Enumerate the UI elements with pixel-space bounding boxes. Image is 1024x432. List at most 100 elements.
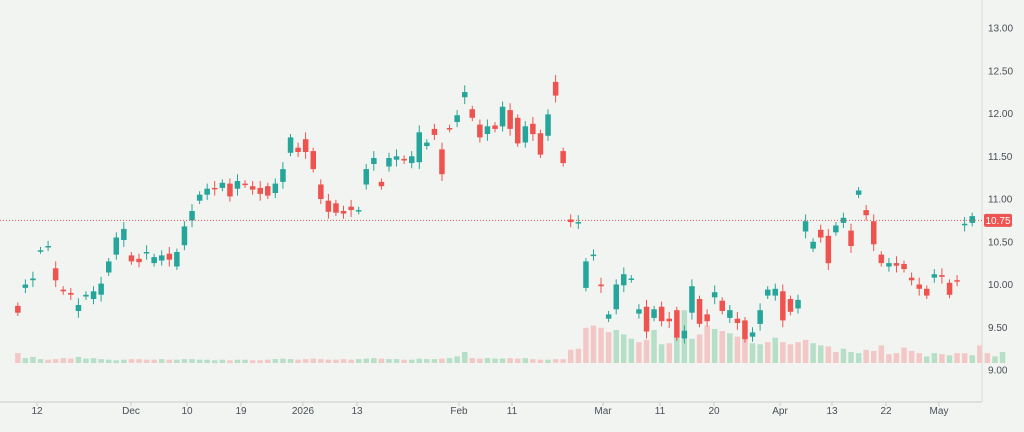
- volume-bar: [749, 343, 756, 363]
- candle-body: [522, 126, 529, 143]
- candle: [189, 204, 195, 228]
- last-price-label-bg: [984, 213, 1012, 227]
- candle: [196, 191, 203, 205]
- candle: [310, 147, 316, 173]
- volume-bar: [560, 359, 566, 363]
- volume-bar: [424, 359, 430, 363]
- volume-bar: [75, 356, 82, 363]
- candle-body: [711, 292, 718, 298]
- y-tick-label: 9.00: [988, 366, 1008, 377]
- candle-body: [52, 268, 59, 281]
- volume-bar: [302, 359, 309, 363]
- candle: [83, 291, 89, 300]
- candle: [446, 124, 453, 133]
- candle: [810, 238, 816, 252]
- volume-bar: [189, 359, 195, 363]
- y-tick-label: 11.50: [988, 152, 1013, 163]
- volume-bar: [545, 359, 551, 363]
- candle: [780, 284, 786, 328]
- volume-bar: [113, 360, 119, 364]
- volume-bar: [719, 331, 725, 363]
- candle: [848, 223, 854, 253]
- volume-bar: [409, 359, 415, 363]
- candle-body: [545, 114, 551, 136]
- volume-bar: [121, 359, 127, 363]
- candle-body: [469, 109, 475, 118]
- x-tick-label: 11: [507, 406, 518, 417]
- candle: [143, 245, 150, 260]
- candle-body: [893, 263, 900, 266]
- candle-body: [552, 81, 559, 96]
- candle: [621, 267, 627, 293]
- volume-bar: [871, 350, 877, 363]
- candle: [931, 269, 938, 283]
- volume-bar: [772, 337, 778, 363]
- candle-body: [181, 226, 188, 246]
- volume-bar: [257, 360, 263, 364]
- candle: [166, 246, 173, 267]
- candle-body: [651, 309, 657, 318]
- volume-bar: [787, 344, 794, 363]
- candle: [136, 253, 142, 268]
- candle-body: [393, 156, 400, 160]
- x-tick-label: Mar: [594, 406, 612, 417]
- candle: [181, 221, 188, 251]
- candle-body: [931, 274, 938, 278]
- volume-bar: [227, 360, 233, 364]
- candle-body: [189, 211, 195, 221]
- volume-bar: [765, 342, 771, 363]
- last-price-label: 10.75: [985, 216, 1010, 227]
- candle-body: [765, 289, 771, 296]
- candle-body: [310, 151, 316, 170]
- volume-bar: [689, 338, 695, 363]
- candle-body: [969, 216, 975, 223]
- volume-bar: [280, 358, 286, 363]
- candle-body: [643, 306, 650, 332]
- candle-body: [696, 299, 703, 324]
- volume-bar: [462, 352, 468, 363]
- candle: [249, 181, 256, 195]
- candle-body: [249, 186, 256, 190]
- candle: [537, 129, 544, 158]
- candle: [113, 232, 119, 260]
- candle: [658, 301, 665, 327]
- candle-body: [924, 288, 930, 296]
- x-tick-label: 2026: [292, 406, 315, 417]
- candle: [772, 283, 778, 301]
- volume-bar: [90, 358, 97, 364]
- candle: [469, 105, 475, 122]
- candle-body: [901, 264, 907, 270]
- candle: [15, 302, 21, 317]
- candle-body: [507, 110, 513, 129]
- x-tick-label: 12: [31, 406, 43, 417]
- candle: [355, 206, 362, 215]
- volume-bar: [961, 353, 968, 363]
- candle-body: [810, 241, 816, 249]
- volume-bar: [52, 359, 59, 363]
- candle-body: [340, 211, 347, 214]
- candle: [174, 248, 180, 270]
- candle: [855, 187, 862, 199]
- volume-bar: [583, 327, 589, 363]
- candle-body: [855, 190, 862, 195]
- candle-body: [348, 206, 354, 211]
- candle-body: [60, 289, 66, 292]
- volume-bar: [386, 359, 392, 363]
- candle-body: [318, 184, 324, 199]
- volume-bar: [742, 335, 748, 363]
- volume-bar: [393, 359, 400, 363]
- candle: [318, 179, 324, 205]
- volume-bar: [106, 359, 112, 363]
- volume-bar: [492, 358, 498, 363]
- candle: [302, 132, 309, 159]
- volume-bar: [318, 359, 324, 363]
- candle-body: [689, 286, 695, 313]
- candle: [371, 151, 377, 171]
- candle-body: [575, 222, 582, 224]
- candle-body: [159, 255, 165, 261]
- candle-body: [477, 124, 483, 138]
- x-tick-label: Feb: [450, 406, 468, 417]
- candle: [90, 286, 97, 305]
